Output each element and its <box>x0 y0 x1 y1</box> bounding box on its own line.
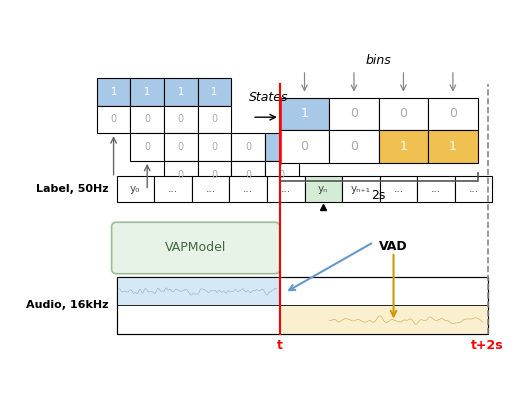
Text: States: States <box>249 91 289 104</box>
Bar <box>267 176 305 202</box>
Bar <box>164 106 198 133</box>
Text: ...: ... <box>469 184 479 194</box>
Bar <box>198 133 232 161</box>
Bar <box>97 106 131 133</box>
Text: Label, 50Hz: Label, 50Hz <box>36 184 109 194</box>
Bar <box>97 78 131 106</box>
Text: yₙ: yₙ <box>318 184 328 194</box>
Text: 1: 1 <box>449 140 457 153</box>
Bar <box>164 133 198 161</box>
Text: ...: ... <box>431 184 441 194</box>
Bar <box>164 78 198 106</box>
Text: t: t <box>277 339 283 352</box>
Bar <box>131 78 164 106</box>
Text: yₙ₊₁: yₙ₊₁ <box>351 184 371 194</box>
Text: 1: 1 <box>300 108 308 120</box>
Bar <box>428 98 478 130</box>
Text: VAPModel: VAPModel <box>165 242 226 254</box>
Text: ...: ... <box>281 184 291 194</box>
Bar <box>232 133 265 161</box>
Text: 0: 0 <box>350 140 358 153</box>
Bar <box>329 130 379 163</box>
Bar <box>117 176 154 202</box>
Bar <box>232 161 265 189</box>
Text: 2s: 2s <box>371 189 386 202</box>
Text: 0: 0 <box>245 170 251 180</box>
Text: 0: 0 <box>245 142 251 152</box>
Bar <box>305 176 342 202</box>
FancyBboxPatch shape <box>111 222 280 274</box>
Bar <box>198 161 232 189</box>
Text: 1: 1 <box>211 87 218 97</box>
Text: ...: ... <box>168 184 178 194</box>
Bar <box>342 176 380 202</box>
Bar <box>192 176 229 202</box>
Text: 0: 0 <box>144 114 150 124</box>
Bar <box>379 98 428 130</box>
Bar <box>329 98 379 130</box>
Bar <box>265 133 298 161</box>
Text: 0: 0 <box>279 170 285 180</box>
Bar <box>418 176 455 202</box>
Text: 0: 0 <box>178 142 184 152</box>
Text: 1: 1 <box>178 87 184 97</box>
Bar <box>198 106 232 133</box>
Bar <box>131 133 164 161</box>
Bar <box>117 277 487 334</box>
Text: 0: 0 <box>300 140 309 153</box>
Text: VAD: VAD <box>379 240 407 254</box>
Text: 0: 0 <box>110 114 117 124</box>
Text: 0: 0 <box>178 170 184 180</box>
Text: 0: 0 <box>211 142 218 152</box>
Bar <box>280 130 329 163</box>
Text: 1: 1 <box>399 140 407 153</box>
Text: 0: 0 <box>350 108 358 120</box>
Text: bins: bins <box>366 54 392 66</box>
Bar <box>198 78 232 106</box>
Bar <box>265 161 298 189</box>
Text: ...: ... <box>394 184 404 194</box>
Text: ...: ... <box>206 184 215 194</box>
Text: t+2s: t+2s <box>471 339 504 352</box>
Text: 0: 0 <box>449 108 457 120</box>
Bar <box>164 161 198 189</box>
Bar <box>380 176 418 202</box>
Text: 0: 0 <box>211 170 218 180</box>
Text: y₀: y₀ <box>130 184 140 194</box>
Text: 1: 1 <box>144 87 150 97</box>
Bar <box>280 305 487 334</box>
Bar <box>428 130 478 163</box>
Bar <box>379 130 428 163</box>
Text: 0: 0 <box>178 114 184 124</box>
Text: 0: 0 <box>144 142 150 152</box>
Text: 0: 0 <box>399 108 408 120</box>
Bar <box>117 277 280 305</box>
Bar <box>131 106 164 133</box>
Bar <box>117 277 487 334</box>
Text: 1: 1 <box>279 142 285 152</box>
Text: 0: 0 <box>211 114 218 124</box>
Bar <box>154 176 192 202</box>
Text: Audio, 16kHz: Audio, 16kHz <box>26 300 109 310</box>
Bar <box>280 98 329 130</box>
Text: 1: 1 <box>110 87 117 97</box>
Bar <box>455 176 493 202</box>
Text: ...: ... <box>243 184 253 194</box>
Bar <box>229 176 267 202</box>
